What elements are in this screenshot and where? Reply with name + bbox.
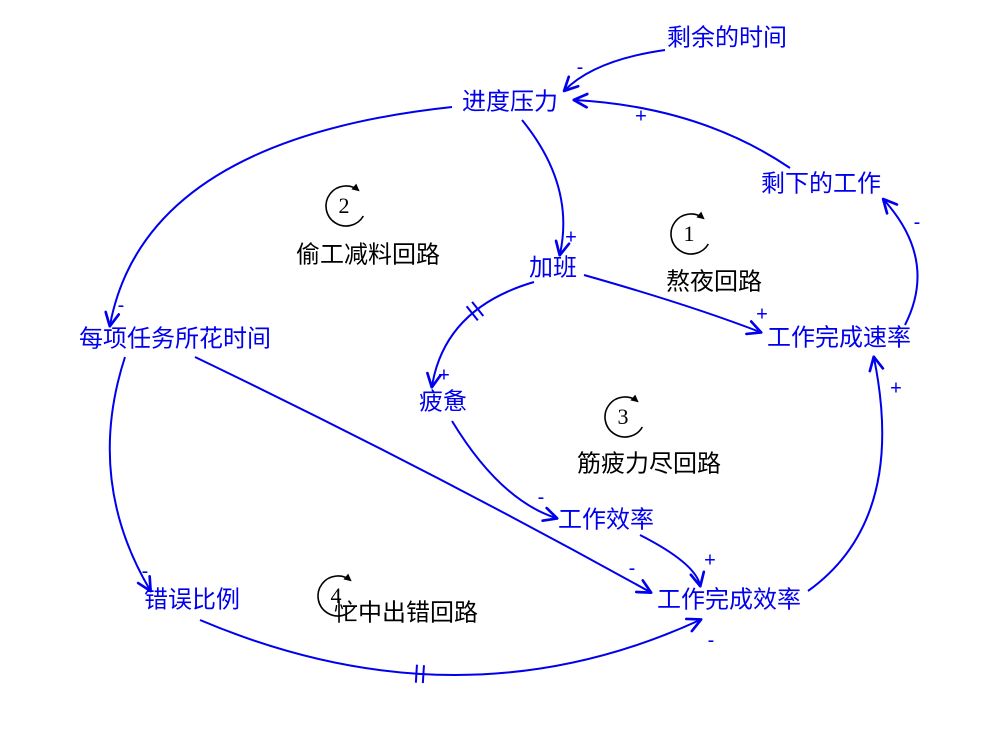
node-schedule-pressure: 进度压力 [462, 90, 558, 115]
polarity-completion-eff-to-completion-rate: + [890, 378, 902, 401]
edge-time-per-task-to-error-rate [110, 357, 150, 590]
node-efficiency: 工作效率 [558, 508, 654, 533]
polarity-efficiency-to-completion-eff: + [704, 550, 716, 573]
loop-label-2: 偷工减料回路 [296, 235, 440, 270]
node-remaining-time: 剩余的时间 [667, 26, 787, 51]
loop-label-3: 筋疲力尽回路 [577, 444, 721, 479]
node-time-per-task: 每项任务所花时间 [79, 327, 271, 352]
edge-schedule-pressure-to-overtime [522, 120, 563, 254]
delay-mark [423, 665, 424, 683]
edge-schedule-pressure-to-time-per-task [110, 107, 452, 325]
delay-mark [416, 665, 417, 683]
polarity-completion-rate-to-remaining-work: - [914, 212, 921, 235]
polarity-remaining-work-to-schedule-pressure: + [635, 106, 647, 129]
edge-error-rate-to-completion-eff [200, 620, 700, 675]
edge-completion-rate-to-remaining-work [884, 200, 918, 325]
loop-number-1: 1 [684, 221, 695, 247]
edge-efficiency-to-completion-eff [640, 535, 700, 585]
node-error-rate: 错误比例 [144, 588, 240, 613]
polarity-overtime-to-completion-rate: + [756, 304, 768, 327]
polarity-time-per-task-to-completion-eff: - [629, 558, 636, 581]
polarity-remaining-time-to-schedule-pressure: - [577, 57, 584, 80]
polarity-overtime-to-fatigue: + [438, 365, 450, 388]
loop-number-2: 2 [339, 193, 350, 219]
polarity-schedule-pressure-to-overtime: + [565, 227, 577, 250]
node-completion-eff: 工作完成效率 [657, 588, 801, 613]
node-fatigue: 疲惫 [419, 390, 467, 415]
polarity-schedule-pressure-to-time-per-task: - [118, 295, 125, 318]
loop-label-4: 忙中出错回路 [334, 593, 478, 628]
edge-completion-eff-to-completion-rate [808, 358, 882, 591]
loop-number-3: 3 [618, 404, 629, 430]
node-overtime: 加班 [529, 256, 577, 281]
node-completion-rate: 工作完成速率 [767, 326, 911, 351]
polarity-error-rate-to-completion-eff: - [708, 630, 715, 653]
loop-label-1: 熬夜回路 [666, 262, 762, 297]
polarity-fatigue-to-efficiency: - [538, 487, 545, 510]
node-remaining-work: 剩下的工作 [761, 172, 881, 197]
edge-remaining-work-to-schedule-pressure [575, 100, 790, 168]
polarity-time-per-task-to-error-rate: - [142, 561, 149, 584]
